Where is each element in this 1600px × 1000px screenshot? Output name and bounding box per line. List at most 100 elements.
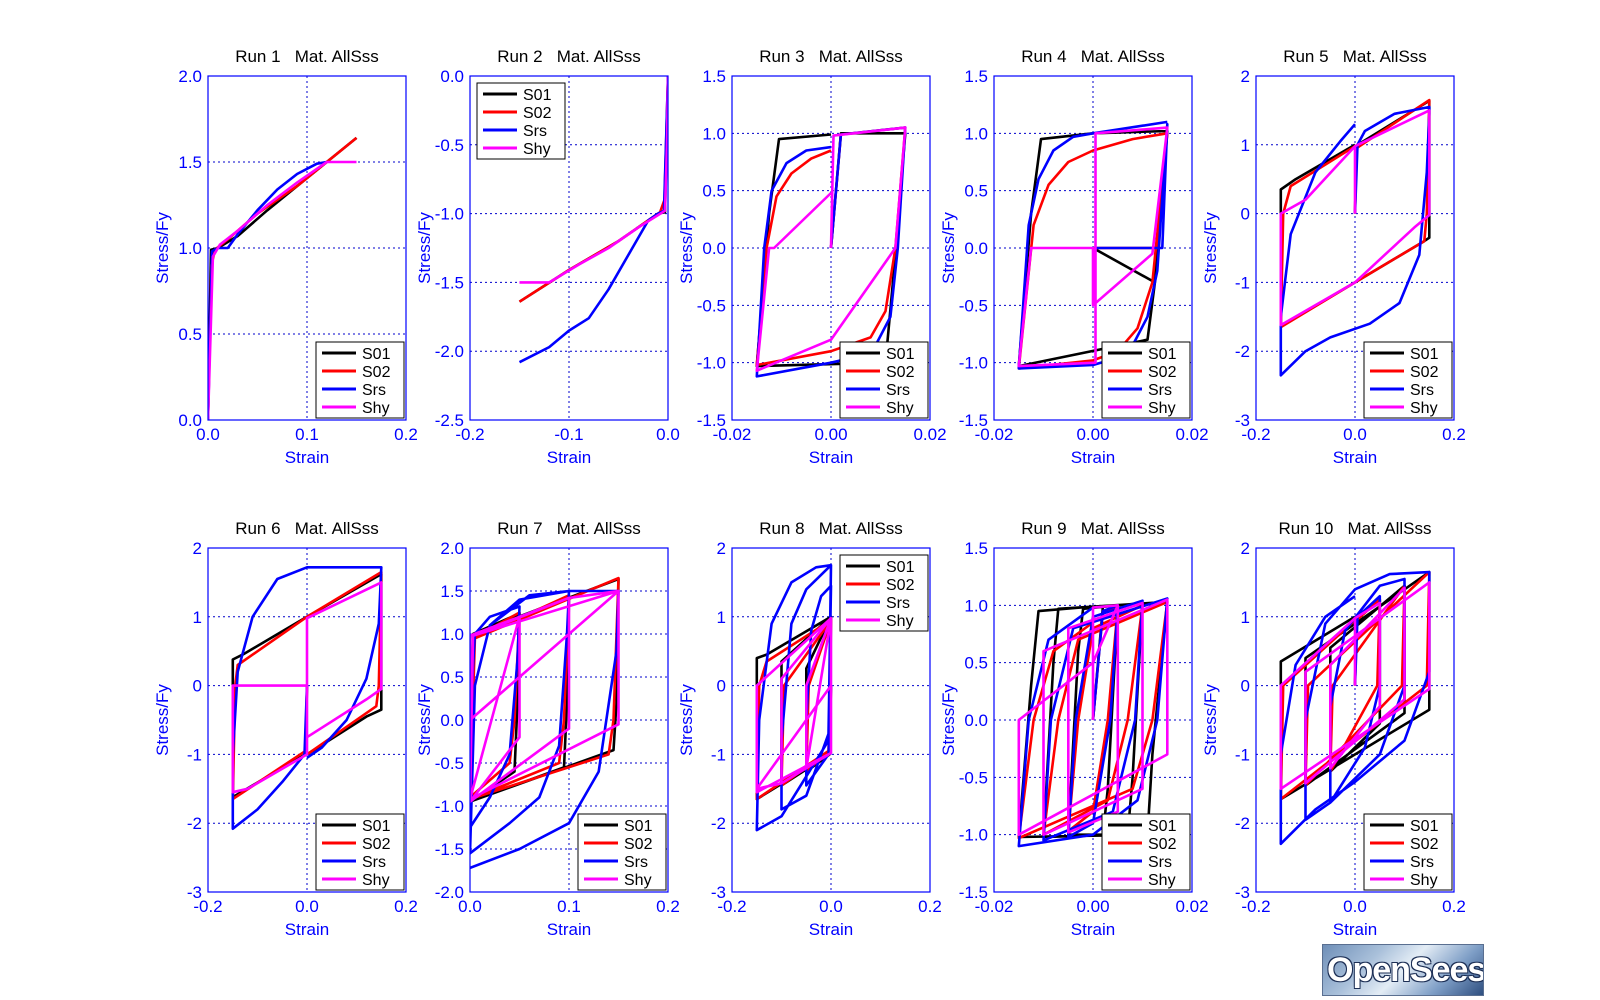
legend-label-s01: S01 <box>886 559 915 576</box>
x-tick-label: 0.2 <box>918 897 942 916</box>
legend-label-srs: Srs <box>1148 382 1172 399</box>
x-tick-label: 0.0 <box>295 897 319 916</box>
y-axis-label: Stress/Fy <box>677 684 696 756</box>
y-tick-label: -2 <box>1235 814 1250 833</box>
y-tick-label: 1.5 <box>440 582 464 601</box>
y-tick-label: 1.5 <box>964 539 988 558</box>
x-tick-label: 0.0 <box>196 425 220 444</box>
series-line-shy <box>208 160 357 420</box>
y-axis-label: Stress/Fy <box>153 684 172 756</box>
legend-label-s01: S01 <box>886 346 915 363</box>
subplot-run-6: -0.2 0.0 0.2 -3 -2 -1 0 1 2 Strain Stress/Fy Run 6 … <box>153 519 418 939</box>
y-tick-label: 0.0 <box>964 711 988 730</box>
axes-frame <box>731 547 931 893</box>
logo-text: OpenSees <box>1327 951 1484 989</box>
subplot-run-8: -0.2 0.0 0.2 -3 -2 -1 0 1 2 Strain Stress/Fy Run 8 … <box>677 519 942 939</box>
subplot-run-10: -0.2 0.0 0.2 -3 -2 -1 0 1 2 Strain Stress/Fy Run 10… <box>1201 519 1466 939</box>
legend-label-s01: S01 <box>1410 818 1439 835</box>
y-tick-label: 1.0 <box>178 239 202 258</box>
chart-title: Run 1 Mat. AllSss <box>235 47 379 66</box>
legend-box <box>1363 341 1453 419</box>
legend-box <box>1101 341 1191 419</box>
legend-label-s01: S01 <box>362 346 391 363</box>
x-tick-label: -0.2 <box>455 425 484 444</box>
legend-label-shy: Shy <box>1148 400 1176 417</box>
y-tick-label: 1.0 <box>702 124 726 143</box>
y-axis-label: Stress/Fy <box>1201 684 1220 756</box>
x-tick-label: -0.2 <box>717 897 746 916</box>
x-tick-label: 0.0 <box>656 425 680 444</box>
y-axis-label: Stress/Fy <box>153 212 172 284</box>
y-tick-label: -2.5 <box>435 411 464 430</box>
x-axis-label: Strain <box>809 448 853 467</box>
y-tick-label: -0.5 <box>435 754 464 773</box>
subplot-run-4: -0.02 0.00 0.02 -1.5 -1.0 -0.5 0.0 0.5 1.0 1.5 Str… <box>939 47 1209 467</box>
x-axis-label: Strain <box>285 448 329 467</box>
y-tick-label: 2 <box>1241 539 1250 558</box>
y-tick-label: 0.0 <box>964 239 988 258</box>
x-axis-label: Strain <box>1333 448 1377 467</box>
x-tick-label: 0.2 <box>394 425 418 444</box>
y-tick-label: -1.5 <box>435 273 464 292</box>
y-tick-label: -2.0 <box>435 883 464 902</box>
y-tick-label: 0.5 <box>440 668 464 687</box>
y-tick-label: -3 <box>1235 883 1250 902</box>
y-tick-label: -1 <box>711 745 726 764</box>
y-tick-label: 0.0 <box>178 411 202 430</box>
y-tick-label: -1.5 <box>435 840 464 859</box>
y-tick-label: 0.5 <box>178 325 202 344</box>
x-axis-label: Strain <box>1071 448 1115 467</box>
series-line-shy <box>755 616 833 794</box>
series-group <box>518 76 668 364</box>
y-tick-label: 2 <box>1241 67 1250 86</box>
axes-frame <box>469 75 669 421</box>
y-tick-label: 1.5 <box>178 153 202 172</box>
x-tick-label: 0.1 <box>295 425 319 444</box>
x-axis-label: Strain <box>809 920 853 939</box>
y-axis-label: Stress/Fy <box>415 684 434 756</box>
series-group <box>208 136 358 420</box>
axes-frame <box>469 547 669 893</box>
axes-frame <box>1255 75 1455 421</box>
series-group <box>1279 570 1431 846</box>
y-tick-label: 0 <box>1241 205 1250 224</box>
y-tick-label: -1 <box>1235 273 1250 292</box>
legend-label-srs: Srs <box>362 854 386 871</box>
chart-title: Run 5 Mat. AllSss <box>1283 47 1427 66</box>
x-axis-label: Strain <box>1333 920 1377 939</box>
y-axis-label: Stress/Fy <box>677 212 696 284</box>
x-tick-label: 0.00 <box>1076 425 1109 444</box>
y-tick-label: -1.0 <box>959 826 988 845</box>
y-tick-label: -2.0 <box>435 342 464 361</box>
y-tick-label: -0.5 <box>959 768 988 787</box>
series-line-s02 <box>1017 600 1169 840</box>
legend-label-shy: Shy <box>362 400 390 417</box>
y-tick-label: 1.0 <box>964 124 988 143</box>
y-axis-label: Stress/Fy <box>1201 212 1220 284</box>
y-tick-label: -2 <box>1235 342 1250 361</box>
series-line-shy <box>1279 109 1431 327</box>
axes-frame <box>207 75 407 421</box>
legend-label-s02: S02 <box>523 105 552 122</box>
series-group <box>1017 120 1169 370</box>
legend-box <box>839 554 929 632</box>
y-tick-label: 2 <box>717 539 726 558</box>
x-tick-label: 0.2 <box>1442 425 1466 444</box>
x-tick-label: 0.0 <box>458 897 482 916</box>
x-tick-label: 0.2 <box>394 897 418 916</box>
legend-label-srs: Srs <box>1410 382 1434 399</box>
y-tick-label: -0.5 <box>435 136 464 155</box>
x-axis-label: Strain <box>285 920 329 939</box>
legend-label-srs: Srs <box>523 123 547 140</box>
legend-label-shy: Shy <box>362 872 390 889</box>
series-line-shy <box>470 589 620 804</box>
x-tick-label: -0.2 <box>1241 425 1270 444</box>
y-tick-label: -1.5 <box>697 411 726 430</box>
